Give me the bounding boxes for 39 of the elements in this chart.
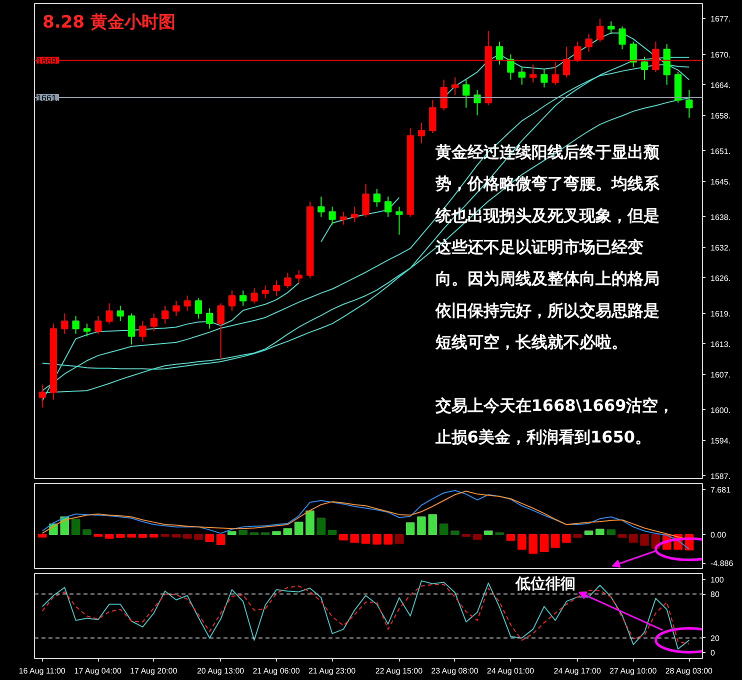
y-tick-label: 1594. xyxy=(710,436,731,446)
annotation: 交易上今天在1668\1669沽空，止损6美金，利润看到1650。 xyxy=(434,396,674,446)
y-tick-label: 1677. xyxy=(710,14,731,24)
text: 8.28 黄金小时图 xyxy=(42,12,176,32)
y-tick-label: 1670. xyxy=(710,50,731,60)
y-tick-label: 1664. xyxy=(710,80,731,90)
y-tick-label: -4.886 xyxy=(710,559,734,568)
y-tick-label: 1587. xyxy=(710,472,731,481)
annotation: 低位徘徊 xyxy=(514,574,576,593)
y-tick-label: 1658. xyxy=(710,111,731,120)
x-tick-label: 23 Aug 08:00 xyxy=(431,666,479,676)
y-tick-label: 20 xyxy=(710,634,720,643)
y-tick-label: 1638. xyxy=(710,212,731,222)
y-tick-label: 0.00 xyxy=(710,530,727,540)
y-tick-label: 1626. xyxy=(710,274,731,283)
x-tick-label: 17 Aug 20:00 xyxy=(130,666,178,676)
ref-line-label: 1661. xyxy=(36,92,60,103)
x-tick-label: 21 Aug 06:00 xyxy=(252,666,300,676)
x-tick-label: 24 Aug 01:00 xyxy=(486,666,535,676)
x-tick-label: 28 Aug 03:00 xyxy=(665,666,714,676)
x-tick-label: 27 Aug 10:00 xyxy=(610,666,658,676)
y-tick-label: 0 xyxy=(710,648,716,658)
y-tick-label: 1607. xyxy=(710,370,731,380)
x-tick-label: 17 Aug 04:00 xyxy=(74,666,122,676)
y-tick-label: 100 xyxy=(710,575,724,584)
y-tick-label: 1613. xyxy=(710,340,731,349)
x-tick-label: 16 Aug 11:00 xyxy=(18,666,66,676)
y-tick-label: 1645. xyxy=(710,177,731,186)
y-tick-label: 1600. xyxy=(710,406,731,415)
x-tick-label: 22 Aug 15:00 xyxy=(375,666,424,676)
y-tick-label: 1632. xyxy=(710,243,731,252)
x-tick-label: 20 Aug 13:00 xyxy=(196,666,245,676)
x-tick-label: 21 Aug 23:00 xyxy=(308,666,356,676)
y-tick-label: 1651. xyxy=(710,146,731,156)
x-tick-label: 24 Aug 17:00 xyxy=(554,666,602,676)
y-tick-label: 1619. xyxy=(710,309,731,318)
y-tick-label: 80 xyxy=(710,590,720,600)
ref-line-label: 1669. xyxy=(36,56,60,66)
y-tick-label: 7.681 xyxy=(710,485,732,494)
